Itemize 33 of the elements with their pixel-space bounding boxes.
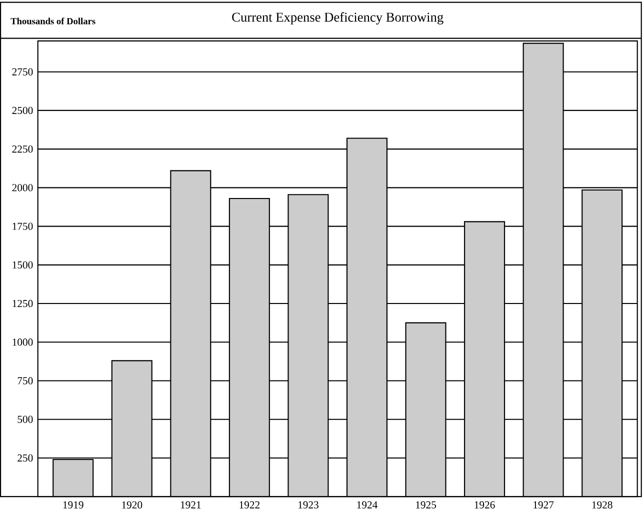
bar [170,170,212,497]
x-tick-label: 1920 [122,502,142,509]
x-tick-label: 1926 [474,502,495,509]
y-tick-label: 2000 [12,184,33,192]
bar [111,360,152,497]
x-tick-label: 1922 [240,502,260,509]
y-axis-title: Thousands of Dollars [10,18,96,25]
y-tick-label: 250 [18,454,33,462]
y-tick-label: 1750 [12,222,33,230]
bar [405,322,446,497]
x-tick-label: 1925 [416,502,436,509]
bar [346,138,388,497]
x-tick-label: 1919 [63,502,84,509]
bar [582,190,623,497]
chart-title: Current Expense Deficiency Borrowing [232,12,444,25]
y-tick-label: 2750 [12,68,33,76]
y-tick-label: 2250 [12,146,33,153]
x-tick-label: 1923 [298,502,318,509]
x-tick-label: 1924 [357,502,378,509]
y-tick-label: 1250 [12,300,33,308]
bar [522,42,564,497]
x-tick-label: 1921 [180,502,201,509]
y-tick-label: 750 [18,377,33,385]
x-tick-label: 1927 [534,502,554,509]
y-tick-label: 1000 [12,338,33,346]
bar [228,198,270,497]
y-tick-label: 500 [18,416,33,424]
bar [52,459,94,497]
x-tick-label: 1928 [592,502,612,509]
bar [288,194,329,497]
bar [464,221,506,497]
y-tick-label: 1500 [12,262,33,269]
y-tick-label: 2500 [12,107,33,114]
